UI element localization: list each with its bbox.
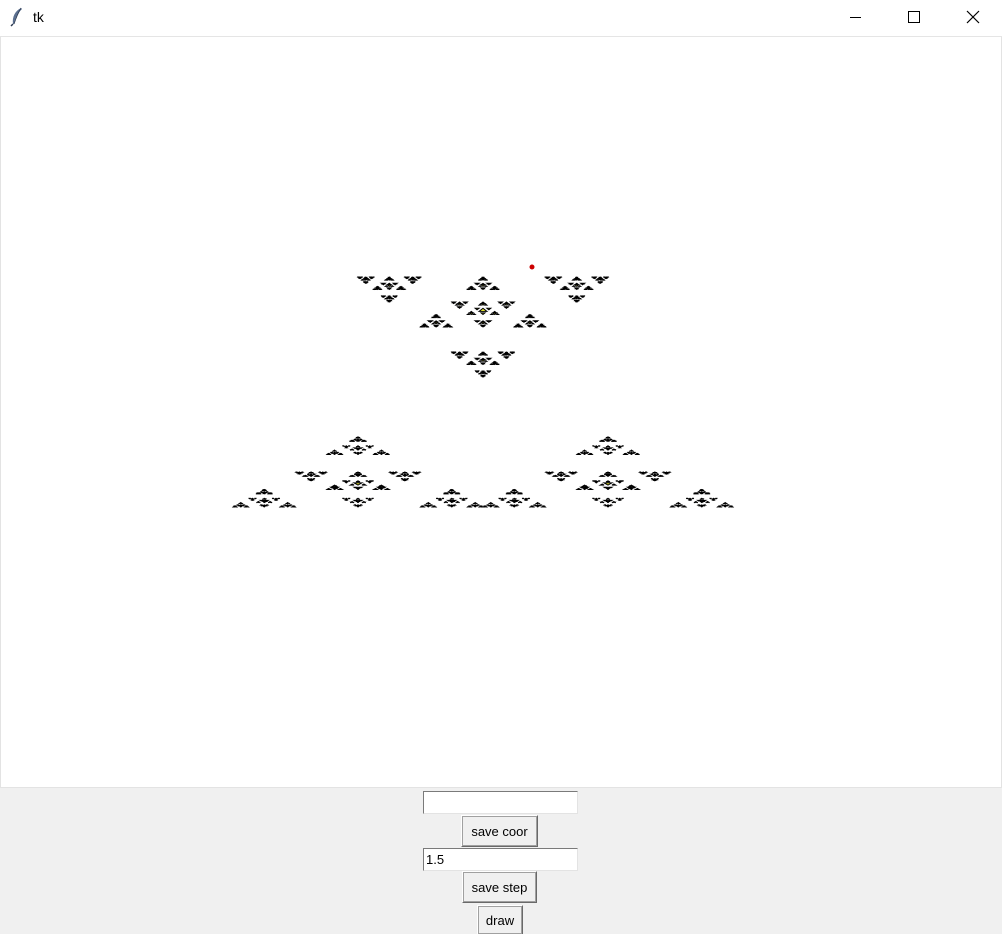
draw-button[interactable]: draw bbox=[477, 905, 523, 934]
coordinate-input[interactable] bbox=[423, 791, 578, 814]
minimize-button[interactable] bbox=[827, 0, 885, 36]
position-marker bbox=[529, 264, 535, 270]
window-title: tk bbox=[33, 9, 44, 25]
fractal-drawing bbox=[231, 264, 735, 508]
minimize-icon bbox=[850, 17, 861, 18]
feather-icon bbox=[10, 7, 22, 27]
fractal-shape bbox=[231, 276, 735, 508]
title-bar[interactable]: tk bbox=[0, 0, 1002, 37]
close-button[interactable] bbox=[944, 0, 1002, 36]
drawing-canvas[interactable] bbox=[0, 37, 1002, 788]
close-icon bbox=[966, 10, 980, 24]
maximize-icon bbox=[908, 11, 920, 23]
save-coor-button[interactable]: save coor bbox=[461, 815, 538, 847]
save-step-button[interactable]: save step bbox=[462, 871, 537, 903]
step-input[interactable] bbox=[423, 848, 578, 871]
maximize-button[interactable] bbox=[885, 0, 943, 36]
